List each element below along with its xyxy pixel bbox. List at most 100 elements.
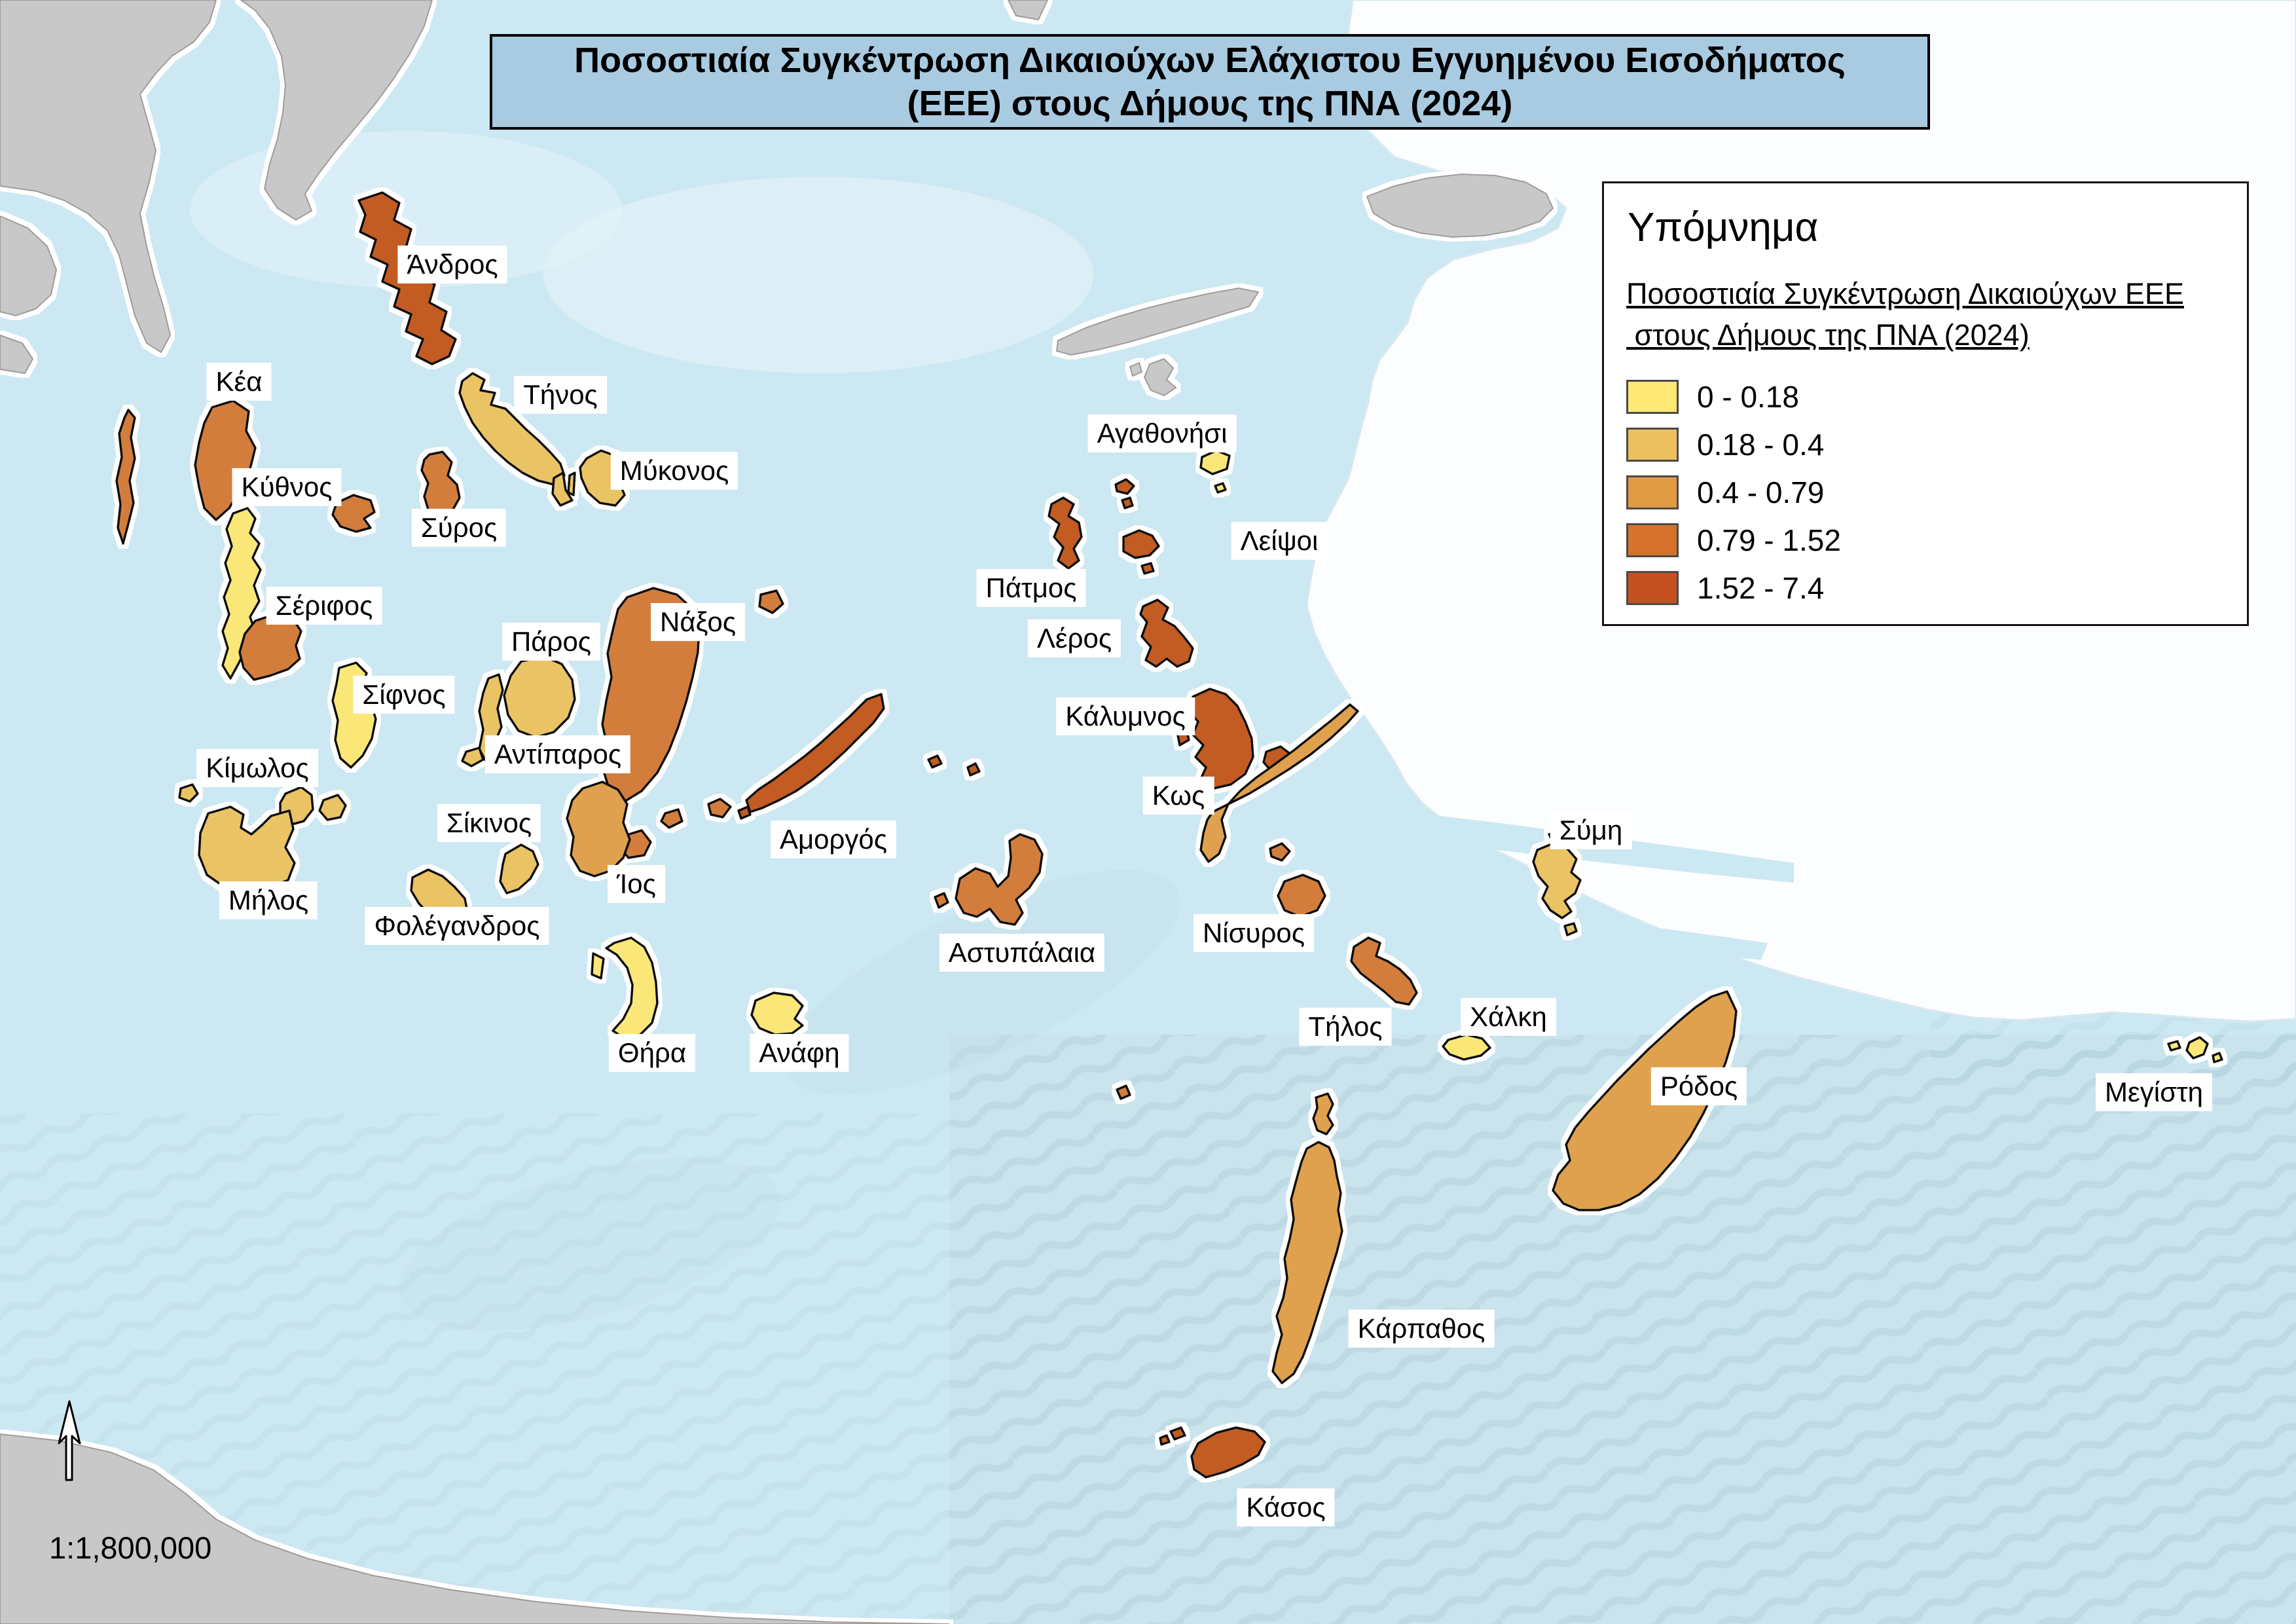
island-saria (1312, 1092, 1334, 1135)
island-kos (1199, 703, 1359, 863)
island-label-ios: Ίος (608, 864, 665, 904)
legend-row-1: 0 - 0.18 (1626, 373, 2225, 420)
legend-class-label-5: 1.52 - 7.4 (1697, 570, 1825, 605)
island-label-kasos: Κάσος (1237, 1488, 1335, 1527)
legend-swatch-2 (1626, 427, 1679, 462)
island-arki (1114, 478, 1135, 495)
island-koufonisia (707, 798, 732, 819)
legend-swatch-5 (1626, 570, 1679, 605)
island-kinaros (927, 754, 943, 769)
landmass-coast-west2 (0, 334, 34, 375)
island-syrna (1116, 1084, 1131, 1100)
island-label-syros: Σύρος (411, 508, 507, 547)
island-thirasia (591, 952, 605, 980)
island-label-kythnos: Κύθνος (232, 468, 342, 507)
island-strongyli (2212, 1052, 2223, 1063)
island-label-nisyros: Νίσυρος (1193, 913, 1315, 953)
island-label-kea: Κέα (206, 362, 272, 401)
island-tilos (1350, 936, 1418, 1006)
island-label-amorgos: Αμοργός (770, 820, 897, 859)
island-label-serifos: Σέριφος (266, 586, 382, 625)
legend-class-label-3: 0.4 - 0.79 (1697, 475, 1825, 509)
legend-row-4: 0.79 - 1.52 (1626, 516, 2225, 564)
landmass-samos (1366, 173, 1554, 238)
island-megisti (2185, 1036, 2209, 1060)
island-patmos (1048, 496, 1083, 570)
legend-row-2: 0.18 - 0.4 (1626, 420, 2225, 468)
island-seskli (1563, 922, 1578, 936)
legend: Υπόμνημα Ποσοστιαία Συγκέντρωση Δικαιούχ… (1602, 181, 2249, 626)
landmass-ikaria (1055, 287, 1260, 356)
island-antimilos (178, 783, 199, 803)
island-label-andros: Άνδρος (397, 245, 507, 284)
landmass-fourni (1143, 358, 1177, 397)
scale-text: 1:1,800,000 (49, 1530, 212, 1565)
island-amorgos (745, 693, 885, 813)
island-gyaros (331, 494, 376, 533)
legend-subtitle-line1: Ποσοστιαία Συγκέντρωση Δικαιούχων ΕΕΕ (1626, 277, 2184, 310)
landmass-fourni2 (1129, 361, 1143, 377)
landmass-north-islet (1007, 0, 1049, 21)
island-kasos-islet2 (1159, 1434, 1171, 1446)
island-ios (566, 781, 631, 877)
island-delos (567, 471, 576, 496)
island-astypalaia-islet (934, 892, 949, 909)
island-label-kimolos: Κίμωλος (196, 748, 318, 788)
island-label-leros: Λέρος (1027, 619, 1121, 658)
island-label-kalymnos: Κάλυμνος (1056, 697, 1195, 736)
island-label-naxos: Νάξος (651, 602, 745, 642)
island-gyali (1269, 842, 1291, 862)
island-polyaigos (318, 794, 347, 821)
island-leros (1139, 599, 1194, 668)
island-ro (2167, 1040, 2181, 1052)
island-kea (194, 399, 257, 521)
island-label-agathonisi: Αγαθονήσι (1087, 414, 1237, 453)
legend-row-5: 1.52 - 7.4 (1626, 564, 2225, 612)
island-label-milos: Μήλος (219, 881, 318, 920)
legend-classes: 0 - 0.18 0.18 - 0.4 0.4 - 0.79 0.79 - 1.52 1… (1626, 373, 2225, 612)
island-leipsoi (1122, 529, 1160, 559)
island-symi (1532, 842, 1582, 919)
island-donousa (758, 589, 784, 614)
island-kasos (1190, 1426, 1266, 1479)
island-label-astypalaia: Αστυπάλαια (939, 933, 1105, 972)
island-label-tinos: Τήνος (514, 375, 607, 415)
island-label-kos: Κως (1142, 776, 1214, 815)
landmass-outside-region (0, 0, 1554, 1624)
island-label-sikinos: Σίκινος (437, 803, 541, 843)
island-label-folegandros: Φολέγανδρος (365, 906, 549, 946)
island-label-thira: Θήρα (608, 1033, 696, 1073)
landmass-coast-west (0, 215, 58, 317)
landmass-evia (240, 0, 433, 221)
island-nisyros (1277, 874, 1326, 918)
legend-row-3: 0.4 - 0.79 (1626, 468, 2225, 516)
island-label-symi: Σύμη (1550, 811, 1632, 850)
island-makronisos (115, 409, 136, 545)
island-label-chalki: Χάλκη (1461, 997, 1556, 1037)
legend-heading: Υπόμνημα (1628, 205, 1819, 250)
island-agathonisi-islet (1214, 482, 1227, 494)
island-marathos (1121, 496, 1134, 509)
island-paros (503, 655, 576, 739)
island-label-sifnos: Σίφνος (353, 675, 455, 714)
legend-class-label-1: 0 - 0.18 (1697, 379, 1799, 414)
island-sikinos (499, 843, 539, 895)
map-title: Ποσοστιαία Συγκέντρωση Δικαιούχων Ελάχισ… (490, 34, 1930, 130)
island-despotiko (461, 747, 484, 767)
island-anafi (750, 991, 804, 1036)
island-label-antiparos: Αντίπαρος (484, 735, 631, 774)
island-rhenia (551, 471, 574, 507)
landmass-attica (0, 0, 217, 354)
island-levitha (966, 762, 981, 777)
island-karpathos (1271, 1141, 1343, 1384)
island-label-mykonos: Μύκονος (610, 451, 738, 490)
island-astypalaia (955, 833, 1044, 926)
landmass-crete (0, 1433, 950, 1624)
legend-swatch-3 (1626, 475, 1679, 509)
legend-swatch-4 (1626, 523, 1679, 557)
legend-subtitle-line2: στους Δήμους της ΠΝΑ (2024) (1626, 318, 2030, 352)
legend-class-label-2: 0.18 - 0.4 (1697, 427, 1825, 462)
map-title-line1: Ποσοστιαία Συγκέντρωση Δικαιούχων Ελάχισ… (574, 41, 1846, 80)
island-label-tilos: Τήλος (1299, 1007, 1392, 1046)
